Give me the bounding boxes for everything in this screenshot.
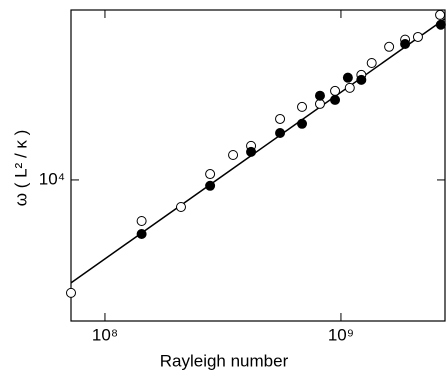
data-point xyxy=(435,9,446,20)
data-point xyxy=(205,180,216,191)
data-point xyxy=(314,98,325,109)
y-tick-label: 10⁴ xyxy=(39,169,65,188)
plot-frame xyxy=(70,9,446,322)
data-point xyxy=(344,82,355,93)
x-axis-label: Rayleigh number xyxy=(160,351,289,370)
data-point xyxy=(66,287,76,298)
data-point xyxy=(275,113,286,124)
data-point xyxy=(136,228,147,239)
x-tick-label: 10⁸ xyxy=(92,325,118,344)
data-point xyxy=(435,19,446,30)
data-point xyxy=(330,85,341,96)
data-point xyxy=(356,74,367,85)
data-point xyxy=(228,149,239,160)
data-point xyxy=(205,169,216,180)
data-point xyxy=(314,90,325,101)
data-point xyxy=(412,31,423,42)
data-point xyxy=(136,216,147,227)
data-point xyxy=(275,128,286,139)
data-point xyxy=(175,202,186,213)
data-point xyxy=(384,41,395,52)
data-point xyxy=(246,146,257,157)
data-point xyxy=(366,57,377,68)
fit-line xyxy=(70,18,446,284)
data-point xyxy=(297,101,308,112)
x-tick-label: 10⁹ xyxy=(328,325,354,344)
data-point xyxy=(342,72,353,83)
data-point xyxy=(297,118,308,129)
y-axis-label: ω ( L² / κ ) xyxy=(11,130,30,207)
data-point xyxy=(400,38,411,49)
data-point xyxy=(330,94,341,105)
